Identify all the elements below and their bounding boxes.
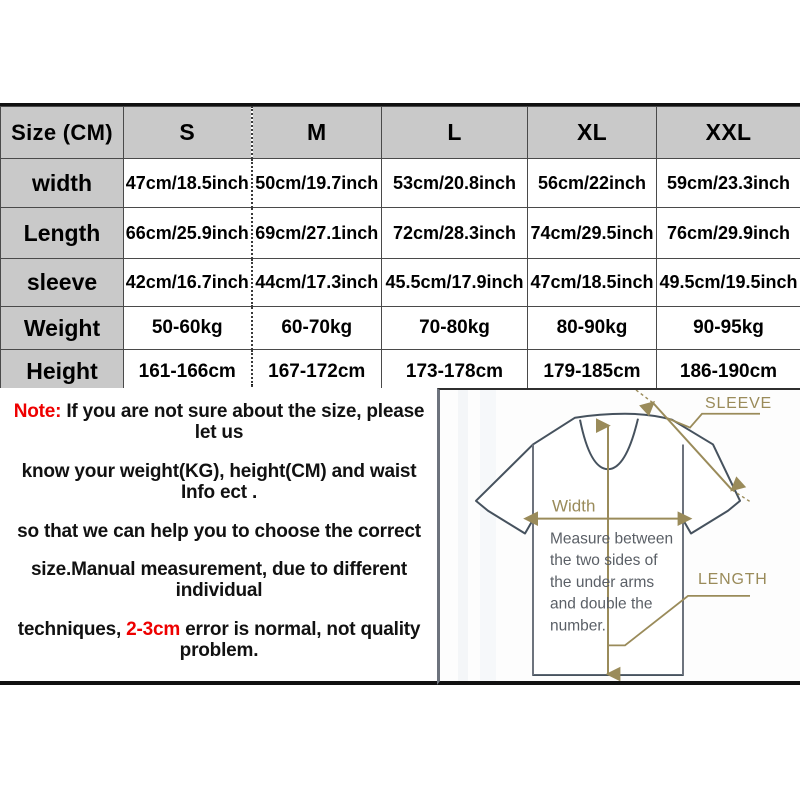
sleeve-leader-line bbox=[665, 412, 760, 429]
instruction-line-5: number. bbox=[550, 618, 606, 635]
cell-weight-xl: 80-90kg bbox=[527, 306, 657, 350]
length-label: LENGTH bbox=[698, 571, 768, 588]
size-chart-table-container: Size (CM) S M L XL XXL width 47cm/18.5in… bbox=[0, 103, 800, 394]
tshirt-measurement-diagram-panel: Width LENGTH SLEEVE Measure between the … bbox=[437, 388, 800, 685]
instruction-line-1: Measure between bbox=[550, 530, 673, 547]
size-chart-table: Size (CM) S M L XL XXL width 47cm/18.5in… bbox=[0, 106, 800, 394]
note-line-5: techniques, 2-3cm error is normal, not q… bbox=[0, 619, 438, 662]
note-prefix: Note: bbox=[13, 400, 62, 422]
cell-height-l: 173-178cm bbox=[381, 349, 528, 394]
instruction-line-2: the two sides of bbox=[550, 552, 658, 569]
column-header-xl: XL bbox=[527, 106, 657, 159]
table-row-height: Height 161-166cm 167-172cm 173-178cm 179… bbox=[0, 349, 800, 394]
column-header-m: M bbox=[250, 106, 382, 159]
cell-width-xl: 56cm/22inch bbox=[527, 158, 657, 208]
cell-width-s: 47cm/18.5inch bbox=[123, 158, 252, 208]
column-header-size: Size (CM) bbox=[0, 106, 124, 159]
cell-width-xxl: 59cm/23.3inch bbox=[656, 158, 800, 208]
cell-weight-m: 60-70kg bbox=[250, 306, 382, 350]
instruction-line-4: and double the bbox=[550, 596, 652, 613]
table-header-row: Size (CM) S M L XL XXL bbox=[0, 106, 800, 159]
sleeve-extension-tick-bottom bbox=[731, 489, 753, 504]
note-line-1-text: If you are not sure about the size, plea… bbox=[61, 400, 425, 443]
note-line-4: size.Manual measurement, due to differen… bbox=[30, 559, 408, 602]
cell-length-xl: 74cm/29.5inch bbox=[527, 207, 657, 259]
row-label-sleeve: sleeve bbox=[0, 258, 124, 307]
table-row-length: Length 66cm/25.9inch 69cm/27.1inch 72cm/… bbox=[0, 207, 800, 259]
cell-length-m: 69cm/27.1inch bbox=[250, 207, 382, 259]
cell-length-xxl: 76cm/29.9inch bbox=[656, 207, 800, 259]
sleeve-extension-tick-top bbox=[635, 390, 654, 404]
note-line-5-before: techniques, bbox=[17, 619, 127, 641]
note-line-2: know your weight(KG), height(CM) and wai… bbox=[21, 460, 417, 503]
table-row-sleeve: sleeve 42cm/16.7inch 44cm/17.3inch 45.5c… bbox=[0, 258, 800, 307]
length-leader-line bbox=[608, 594, 750, 647]
column-header-s: S bbox=[123, 106, 252, 159]
cell-sleeve-m: 44cm/17.3inch bbox=[250, 258, 382, 307]
row-label-weight: Weight bbox=[0, 306, 124, 350]
cell-weight-xxl: 90-95kg bbox=[656, 306, 800, 350]
cell-length-s: 66cm/25.9inch bbox=[123, 207, 252, 259]
bottom-section: Note: If you are not sure about the size… bbox=[0, 388, 800, 688]
instruction-line-3: the under arms bbox=[550, 574, 654, 591]
background-sheen-band bbox=[458, 390, 468, 681]
row-label-length: Length bbox=[0, 207, 124, 259]
background-sheen-band bbox=[480, 390, 496, 681]
note-line-5-after: error is normal, not quality problem. bbox=[179, 619, 421, 662]
cell-sleeve-xxl: 49.5cm/19.5inch bbox=[656, 258, 800, 307]
note-line-1: Note: If you are not sure about the size… bbox=[0, 400, 438, 444]
sleeve-label: SLEEVE bbox=[705, 395, 772, 412]
row-label-width: width bbox=[0, 158, 124, 208]
cell-sleeve-xl: 47cm/18.5inch bbox=[527, 258, 657, 307]
column-header-xxl: XXL bbox=[656, 106, 800, 159]
note-panel: Note: If you are not sure about the size… bbox=[0, 388, 441, 685]
cell-sleeve-l: 45.5cm/17.9inch bbox=[381, 258, 528, 307]
row-label-height: Height bbox=[0, 349, 124, 394]
width-label: Width bbox=[552, 497, 595, 516]
tshirt-diagram-svg: Width LENGTH SLEEVE Measure between the … bbox=[458, 390, 772, 681]
table-row-weight: Weight 50-60kg 60-70kg 70-80kg 80-90kg 9… bbox=[0, 306, 800, 350]
cell-weight-s: 50-60kg bbox=[123, 306, 252, 350]
cell-length-l: 72cm/28.3inch bbox=[381, 207, 528, 259]
note-tolerance-highlight: 2-3cm bbox=[126, 619, 181, 641]
cell-width-l: 53cm/20.8inch bbox=[381, 158, 528, 208]
cell-sleeve-s: 42cm/16.7inch bbox=[123, 258, 252, 307]
cell-width-m: 50cm/19.7inch bbox=[250, 158, 382, 208]
cell-height-s: 161-166cm bbox=[123, 349, 252, 394]
cell-height-xxl: 186-190cm bbox=[656, 349, 800, 394]
cell-height-xl: 179-185cm bbox=[527, 349, 657, 394]
column-header-l: L bbox=[381, 106, 528, 159]
table-row-width: width 47cm/18.5inch 50cm/19.7inch 53cm/2… bbox=[0, 158, 800, 208]
cell-weight-l: 70-80kg bbox=[381, 306, 528, 350]
cell-height-m: 167-172cm bbox=[250, 349, 382, 394]
note-line-3: so that we can help you to choose the co… bbox=[17, 520, 421, 542]
